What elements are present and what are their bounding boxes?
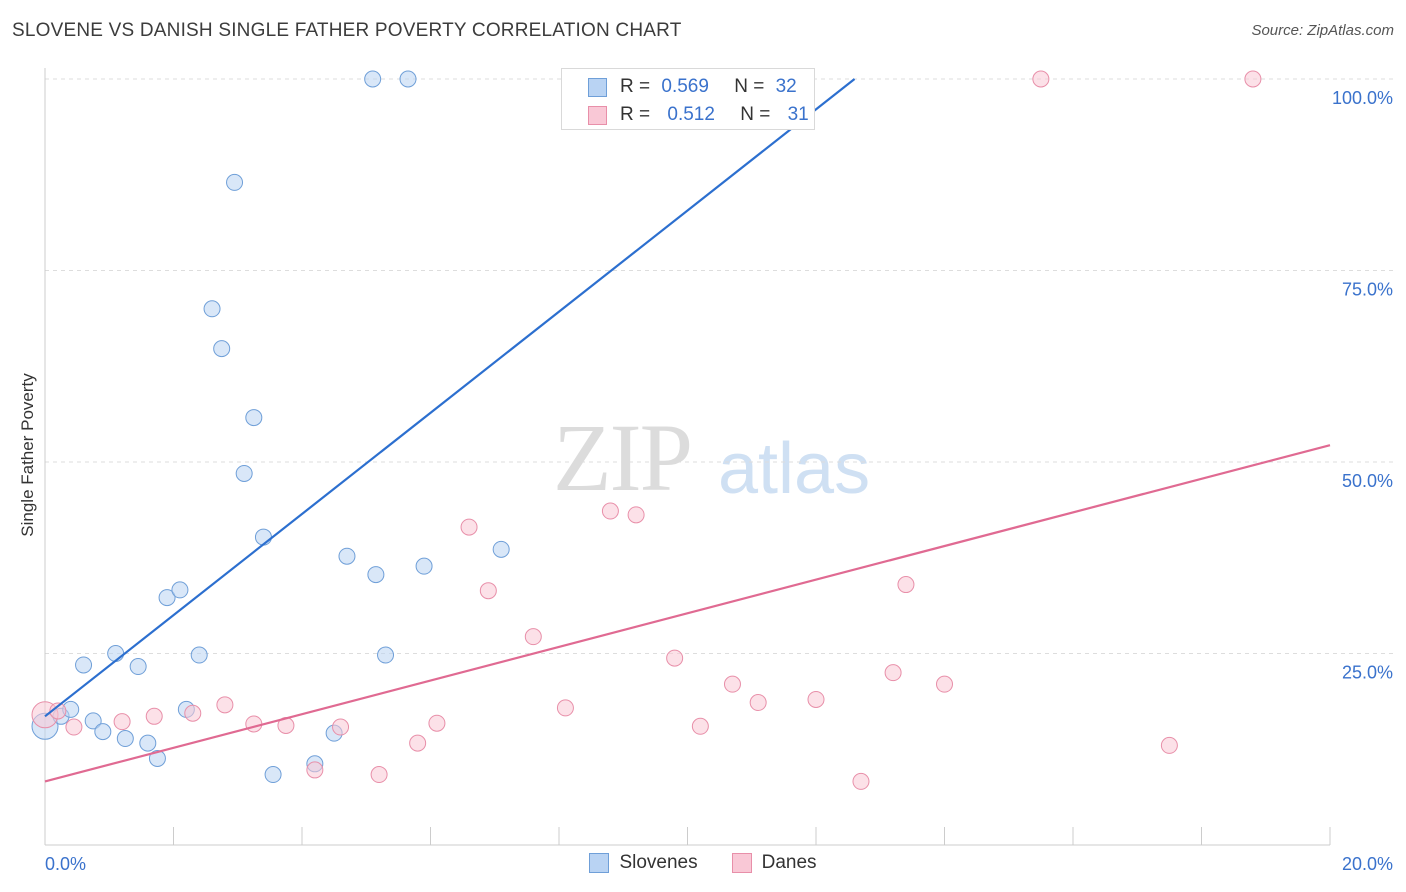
slovenes-n-label: N = [734,76,765,97]
slovenes-point [235,464,253,482]
danes-point [1244,70,1262,88]
slovenes-point [415,557,433,575]
danes-r-label: R = [620,104,651,125]
y-tick-label: 25.0% [1342,663,1393,683]
danes-point [113,713,131,731]
slovenes-point [367,566,385,584]
legend-swatch-danes [731,853,752,873]
danes-point [216,696,234,714]
x-tick-label: 0.0% [45,854,86,874]
slovenes-point [190,646,208,664]
danes-r-value: 0.512 [667,104,715,125]
danes-swatch [588,105,607,125]
danes-point [691,717,709,735]
slovenes-point [139,734,157,752]
slovenes-point [264,766,282,784]
danes-point [1160,736,1178,754]
y-tick-label: 100.0% [1332,88,1393,108]
chart-title: SLOVENE VS DANISH SINGLE FATHER POVERTY … [12,20,682,41]
danes-point [897,576,915,594]
slovenes-point [116,730,134,748]
slovenes-point [245,409,263,427]
slovenes-trend-line [44,78,856,718]
legend-item-slovenes[interactable]: Slovenes [589,852,698,874]
slovenes-point [254,528,272,546]
danes-n-label: N = [740,104,771,125]
slovenes-point [75,656,93,674]
danes-point [49,702,67,720]
y-tick-label: 75.0% [1342,280,1393,300]
slovenes-point [377,646,395,664]
danes-point [556,699,574,717]
danes-point [65,718,83,736]
chart-legend: Slovenes Danes [0,852,1406,874]
y-tick-label: 50.0% [1342,471,1393,491]
slovenes-point [203,300,221,318]
danes-point [1032,70,1050,88]
slovenes-swatch [588,77,607,97]
danes-point [852,772,870,790]
legend-label-slovenes: Slovenes [619,852,698,873]
slovenes-point [148,749,166,767]
danes-n-value: 31 [787,104,809,125]
slovenes-point [226,173,244,191]
correlation-stats-box: R = 0.569 N = 32 R = 0.512 N = 31 [561,68,815,130]
danes-point [723,675,741,693]
danes-point [601,502,619,520]
slovenes-point [94,723,112,741]
slovenes-point [129,658,147,676]
danes-point [807,690,825,708]
legend-item-danes[interactable]: Danes [731,852,817,874]
danes-point [460,518,478,536]
danes-point [306,761,324,779]
watermark-zip: ZIP [553,404,693,511]
danes-point [428,714,446,732]
danes-point [666,649,684,667]
slovenes-point [338,547,356,565]
legend-label-danes: Danes [761,852,817,873]
slovenes-point [171,581,189,599]
danes-point [184,704,202,722]
danes-point [524,628,542,646]
slovenes-point [364,70,382,88]
danes-point [936,675,953,693]
danes-point [245,715,263,733]
danes-point [884,664,902,682]
slovenes-point [158,589,176,607]
danes-point [409,734,427,752]
danes-point [332,718,350,736]
slovenes-r-value: 0.569 [661,76,709,97]
slovenes-point [399,70,417,88]
slovenes-point [107,645,125,662]
legend-swatch-slovenes [589,853,610,873]
slovenes-r-label: R = [620,76,651,97]
watermark-atlas: atlas [718,429,871,509]
danes-point [370,766,388,784]
danes-point [627,506,645,524]
source-credit: Source: ZipAtlas.com [1251,22,1394,39]
slovenes-point [492,540,510,558]
x-tick-label: 20.0% [1342,854,1393,874]
slovenes-n-value: 32 [775,76,797,97]
danes-trend-line [44,444,1331,783]
slovenes-point [213,340,231,358]
danes-point [749,694,767,712]
slovenes-point [84,712,102,730]
danes-point [479,582,497,600]
danes-point [145,707,163,725]
